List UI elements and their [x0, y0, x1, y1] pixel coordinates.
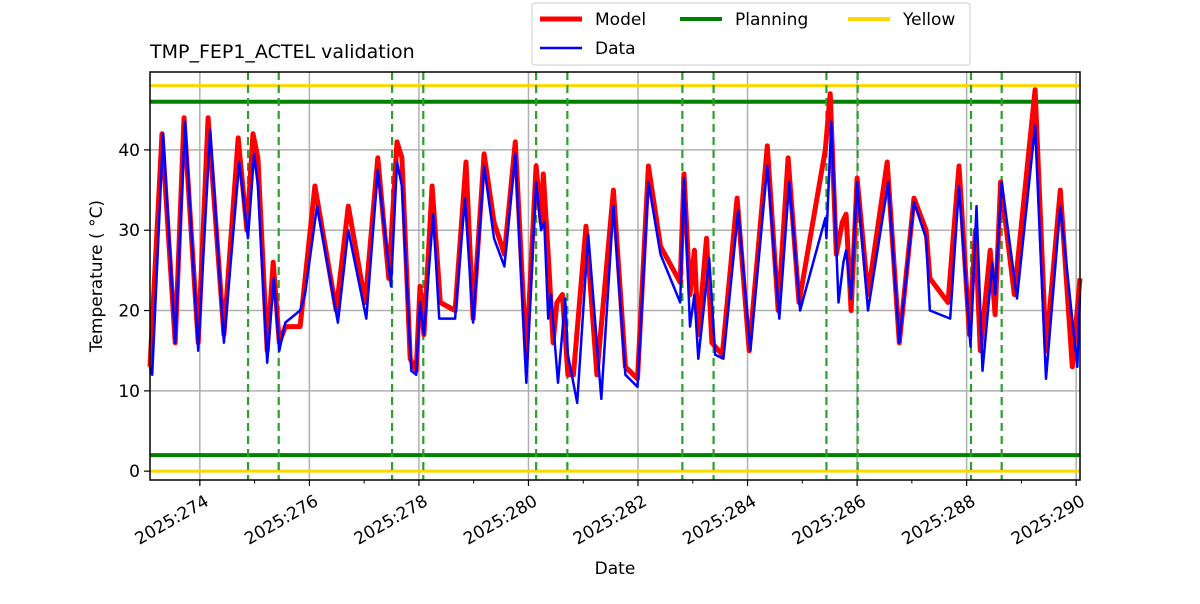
- x-tick-label: 2025:280: [460, 491, 541, 549]
- y-axis-label: Temperature ( °C): [87, 200, 107, 353]
- x-tick-label: 2025:286: [789, 491, 870, 549]
- legend-label-planning: Planning: [735, 10, 808, 30]
- series-lines: [147, 87, 1083, 405]
- y-tick-label: 0: [129, 462, 140, 482]
- x-tick-label: 2025:284: [680, 491, 761, 549]
- limit-lines: [150, 84, 1080, 473]
- y-tick-label: 20: [118, 302, 140, 322]
- event-lines: [246, 72, 1003, 480]
- legend-label-model: Model: [595, 10, 646, 30]
- data-series-line: [148, 120, 1082, 405]
- legend: Model Data Planning Yellow: [531, 2, 971, 66]
- x-tick-label: 2025:278: [351, 491, 432, 549]
- y-tick-label: 40: [118, 141, 140, 161]
- x-tick-label: 2025:290: [1008, 491, 1089, 549]
- x-tick-label: 2025:282: [570, 491, 651, 549]
- grid: [150, 72, 1080, 480]
- y-tick-label: 30: [118, 221, 140, 241]
- plot-frame: [149, 71, 1081, 481]
- x-tick-label: 2025:274: [132, 491, 213, 549]
- x-axis: 2025:274 2025:276 2025:278 2025:280 2025:282…: [132, 480, 1089, 549]
- x-tick-label: 2025:288: [899, 491, 980, 549]
- legend-label-yellow: Yellow: [902, 10, 955, 30]
- y-tick-label: 10: [118, 382, 140, 402]
- x-tick-label: 2025:276: [241, 491, 322, 549]
- legend-label-data: Data: [595, 39, 636, 59]
- x-axis-label: Date: [595, 559, 636, 579]
- model-series-line: [147, 87, 1083, 382]
- y-axis: 0 10 20 30 40: [118, 141, 150, 482]
- chart-title: TMP_FEP1_ACTEL validation: [149, 41, 415, 63]
